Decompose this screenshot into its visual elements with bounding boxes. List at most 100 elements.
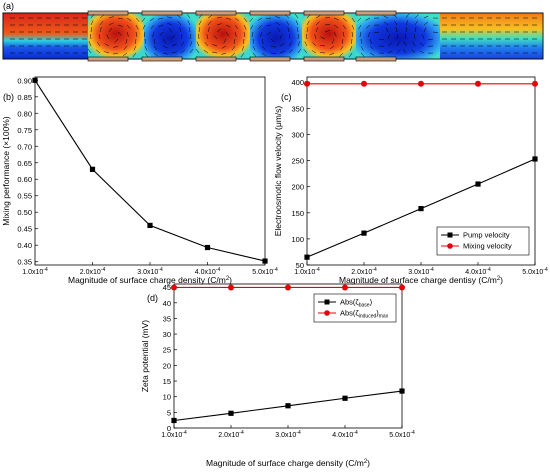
flow-arrow [144, 52, 149, 58]
flow-arrow [288, 49, 293, 54]
flow-arrow [277, 27, 281, 33]
flow-arrows [10, 13, 537, 58]
y-tick-label: 50 [296, 261, 304, 270]
flow-arrow [135, 38, 137, 44]
y-tick-label: 0.85 [17, 93, 32, 102]
flow-arrow [198, 34, 200, 40]
flow-arrow [331, 38, 335, 44]
panel-a: (a) [2, 1, 544, 62]
flow-arrow [189, 34, 191, 40]
x-tick-label: 2.0x10-4 [351, 267, 377, 276]
x-tick-label: 1.0x10-4 [22, 267, 48, 276]
electrode-top [355, 10, 397, 16]
flow-arrow [132, 52, 137, 58]
flow-arrow [221, 45, 227, 49]
flow-arrow [357, 17, 362, 22]
electrode-top [303, 10, 345, 16]
flow-arrow [432, 31, 438, 33]
chart-d: (d) 0 5 10 15 20 25 30 35 40 45 1.0x10-4 2.0x10-4 3.0… [140, 283, 415, 468]
flow-arrow [171, 43, 177, 47]
panel-a-label: (a) [3, 1, 14, 11]
data-point [399, 284, 405, 291]
flow-arrow [88, 41, 92, 47]
flow-arrow [315, 15, 321, 19]
flow-arrow [266, 31, 272, 35]
flow-arrow [207, 27, 210, 33]
flow-arrow [96, 49, 101, 54]
x-tick-label: 3.0x10-4 [137, 267, 163, 276]
flow-arrow [243, 24, 247, 30]
flow-arrow [414, 14, 419, 19]
flow-arrow [305, 34, 308, 40]
flow-arrow [314, 34, 317, 40]
flow-arrow [162, 52, 168, 55]
y-tick-label: 35 [163, 314, 171, 323]
flow-arrow [414, 20, 418, 26]
flow-arrow [126, 24, 131, 29]
electrode-bottom [355, 56, 397, 62]
flow-arrow [240, 52, 245, 58]
flow-arrow [329, 45, 335, 50]
flow-arrow [243, 38, 245, 44]
data-point [418, 206, 424, 212]
flow-arrow [196, 41, 200, 47]
flow-arrow [231, 45, 236, 51]
flow-arrow [207, 14, 213, 19]
y-tick-label: 0.35 [17, 258, 32, 267]
flow-arrow [306, 14, 311, 19]
flow-arrow [195, 48, 200, 54]
flow-arrow [153, 45, 158, 51]
flow-arrow [423, 15, 429, 19]
flow-arrow [234, 17, 240, 22]
flow-arrow [117, 17, 123, 20]
electrode-bottom [87, 56, 129, 62]
flow-arrow [333, 17, 339, 21]
flow-arrow [285, 14, 290, 19]
flow-arrow [99, 14, 105, 19]
flow-arrow [297, 48, 302, 54]
flow-arrow [113, 45, 119, 48]
flow-arrow [179, 27, 182, 33]
flow-arrow [419, 50, 425, 54]
flow-arrow [144, 38, 146, 44]
flow-arrow [168, 28, 173, 33]
data-point [399, 388, 405, 394]
data-point [418, 80, 424, 87]
data-point [228, 284, 234, 291]
flow-arrow [249, 17, 254, 22]
flow-arrow [99, 20, 104, 26]
electrodes [87, 10, 397, 62]
flow-arrow [369, 45, 374, 50]
chart-c: (c) 50 100 150 200 250 300 350 400 1.0x10-4 2.0x10… [273, 76, 548, 285]
flow-arrow [351, 24, 355, 30]
flow-arrow [366, 24, 371, 29]
y-tick-label: 350 [291, 104, 304, 113]
y-tick-label: 40 [163, 299, 171, 308]
channel-flow-field [2, 10, 544, 62]
flow-arrow [383, 21, 389, 26]
y-tick-label: 400 [291, 78, 304, 87]
panel-label: (d) [147, 293, 158, 303]
flow-arrow [360, 38, 363, 44]
flow-arrow [387, 34, 390, 40]
data-point [285, 284, 291, 291]
electrode-bottom [249, 56, 291, 62]
flow-arrow [340, 45, 344, 51]
x-tick-label: 5.0x10-4 [389, 430, 415, 439]
y-tick-label: 200 [291, 183, 304, 192]
flow-arrow [252, 38, 254, 44]
chart-b: (b) 0.35 0.40 0.45 0.50 0.55 0.60 0.65 0.70 0.75 0… [1, 76, 278, 285]
flow-arrow [261, 38, 264, 44]
flow-arrow [394, 20, 398, 26]
x-tick-label: 5.0x10-4 [252, 267, 278, 276]
y-tick-label: 0.50 [17, 208, 32, 217]
legend-box [313, 293, 397, 323]
flow-arrow [339, 52, 344, 57]
flow-arrow [324, 24, 330, 26]
y-tick-label: 0.55 [17, 192, 32, 201]
flow-arrow [162, 45, 168, 49]
flow-arrow [152, 31, 155, 37]
flow-arrow [106, 34, 110, 40]
flow-arrow [413, 34, 416, 40]
